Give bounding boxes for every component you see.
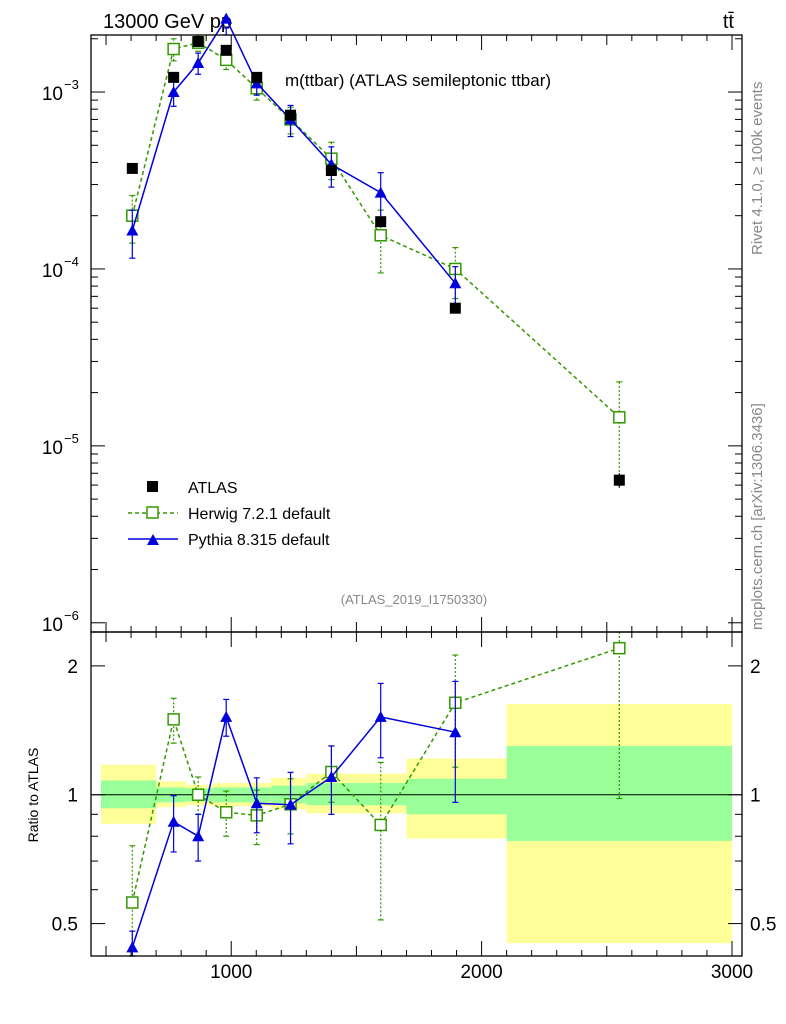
legend-entry-herwig: Herwig 7.2.1 default <box>128 506 331 523</box>
pythia-main-point <box>449 277 462 289</box>
pythia-ratio-point <box>449 726 462 738</box>
x-tick-label: 3000 <box>711 962 753 983</box>
pythia-main-point <box>126 224 139 236</box>
main-plot-marks <box>126 12 626 488</box>
herwig-ratio-point <box>167 713 180 726</box>
mcplots-label: mcplots.cern.ch [arXiv:1306.3436] <box>749 403 766 630</box>
x-tick-label: 2000 <box>460 962 502 983</box>
herwig-ratio-point <box>374 818 387 832</box>
legend-label-herwig: Herwig 7.2.1 default <box>188 506 331 523</box>
pythia-main-point <box>374 186 387 198</box>
x-tick-label: 1000 <box>210 962 252 983</box>
y-tick-label-ratio-right: 0.5 <box>750 915 776 936</box>
uncertainty-band-inner <box>406 778 507 815</box>
energy-label: 13000 GeV pp <box>103 11 232 33</box>
y-tick-label: 10 <box>42 615 63 636</box>
atlas-main-point <box>192 36 204 48</box>
herwig-ratio-line <box>131 647 620 903</box>
y-tick-label-ratio-right: 1 <box>750 786 761 807</box>
pythia-ratio-point <box>126 941 139 953</box>
y-tick-label-exponent: −3 <box>64 77 79 92</box>
atlas-main-point <box>325 165 337 177</box>
atlas-main-point <box>220 44 232 56</box>
main-plot-title: m(ttbar) (ATLAS semileptonic ttbar) <box>285 71 551 90</box>
herwig-main-line <box>131 41 620 418</box>
rivet-version-label: Rivet 4.1.0, ≥ 100k events <box>749 82 766 255</box>
legend: ATLAS Herwig 7.2.1 default Pythia 8.315 … <box>128 480 331 549</box>
pythia-ratio-point <box>250 797 263 809</box>
ratio-plot-marks <box>91 631 742 957</box>
pythia-main-point <box>220 12 233 24</box>
legend-label-atlas: ATLAS <box>188 480 238 497</box>
atlas-main-point <box>449 302 461 314</box>
herwig-main-point <box>613 411 626 424</box>
pythia-ratio-point <box>192 830 205 842</box>
atlas-main-point <box>251 71 263 83</box>
uncertainty-band-inner <box>306 783 407 806</box>
main-plot-ticks: 10−210−310−410−510−6 <box>42 35 742 636</box>
analysis-id-label: (ATLAS_2019_I1750330) <box>341 592 487 607</box>
ratio-plot-panel: 1000 2000 3000 0.5 0.5 1 1 2 2 Ratio to ATLAS <box>25 631 776 983</box>
y-tick-label: 10 <box>42 438 63 459</box>
pythia-main-line <box>131 17 456 284</box>
herwig-main-point <box>374 229 387 242</box>
y-tick-label-ratio: 2 <box>67 657 78 678</box>
legend-entry-pythia: Pythia 8.315 default <box>128 532 330 549</box>
legend-marker-herwig <box>146 506 159 519</box>
pythia-main-point <box>192 56 205 68</box>
ratio-plot-frame <box>90 631 743 957</box>
y-tick-label: 10 <box>42 84 63 105</box>
y-tick-label: 10 <box>42 261 63 282</box>
y-tick-label-ratio: 1 <box>67 786 78 807</box>
y-tick-label-exponent: −4 <box>64 254 79 269</box>
atlas-main-point <box>613 474 625 486</box>
pythia-ratio-point <box>325 771 338 783</box>
herwig-ratio-point <box>613 641 626 655</box>
legend-entry-atlas: ATLAS <box>147 480 238 497</box>
atlas-main-point <box>168 71 180 83</box>
pythia-ratio-point <box>374 710 387 722</box>
y-tick-label-ratio-right: 2 <box>750 657 761 678</box>
atlas-main-point <box>126 162 138 174</box>
legend-marker-pythia <box>147 534 159 545</box>
pythia-ratio-point <box>220 710 233 722</box>
y-tick-label-exponent: −5 <box>64 431 79 446</box>
atlas-main-point <box>285 109 297 121</box>
y-tick-label-ratio: 0.5 <box>52 915 78 936</box>
herwig-ratio-point <box>126 896 139 909</box>
pythia-ratio-point <box>284 798 297 810</box>
herwig-main-point <box>219 53 233 67</box>
herwig-ratio-point <box>191 788 205 801</box>
main-plot-panel: m(ttbar) (ATLAS semileptonic ttbar) (ATL… <box>42 12 743 636</box>
legend-marker-atlas <box>147 481 158 492</box>
process-label: tt̄ <box>723 11 735 33</box>
y-tick-label-exponent: −6 <box>64 608 79 623</box>
ratio-plot-ticks: 1000 2000 3000 0.5 0.5 1 1 2 2 <box>52 632 776 983</box>
legend-label-pythia: Pythia 8.315 default <box>188 532 330 549</box>
herwig-ratio-point <box>219 806 233 819</box>
atlas-main-point <box>375 216 387 228</box>
ratio-axis-label: Ratio to ATLAS <box>25 748 41 843</box>
herwig-main-point <box>167 42 180 56</box>
pythia-main-point <box>167 86 180 98</box>
pythia-ratio-point <box>167 815 180 827</box>
